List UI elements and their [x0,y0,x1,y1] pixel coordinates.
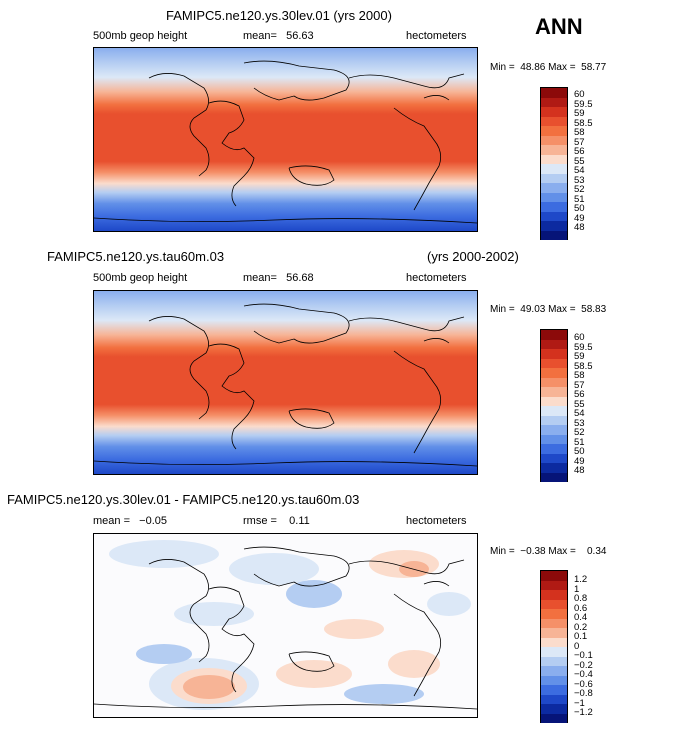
colorbar-tick: 58.5 [574,360,593,372]
panel-3-colorbar [540,570,568,723]
panel-1-units: hectometers [406,30,467,42]
colorbar-tick: −0.2 [574,659,593,671]
panel-2-field [94,291,477,474]
colorbar-tick: −1 [574,697,585,709]
panel-2-title: FAMIPC5.ne120.ys.tau60m.03 [47,249,225,264]
colorbar-tick: 58 [574,370,585,381]
colorbar-tick: 56 [574,389,585,400]
panel-2-units: hectometers [406,272,467,284]
colorbar-tick: 50 [574,203,585,214]
colorbar-tick: 52 [574,184,585,195]
colorbar-tick: 0.4 [574,612,588,623]
colorbar-tick: 54 [574,165,585,176]
panel-3-title: FAMIPC5.ne120.ys.30lev.01 - FAMIPC5.ne12… [7,492,360,507]
colorbar-tick: 1.2 [574,574,588,585]
colorbar-tick: 58 [574,127,585,138]
colorbar-tick: 49 [574,212,585,224]
colorbar-tick: 57 [574,379,585,391]
colorbar-tick: −0.8 [574,688,593,699]
panel-1-colorbar [540,87,568,240]
panel-2-colorbar [540,329,568,482]
season-label: ANN [535,14,583,39]
panel-1-title: FAMIPC5.ne120.ys.30lev.01 (yrs 2000) [166,8,392,23]
colorbar-tick: 0.1 [574,631,588,642]
panel-3-units: hectometers [406,515,467,527]
colorbar-tick: 0.2 [574,621,588,633]
colorbar-tick: 50 [574,446,585,457]
panel-2-map-svg [94,291,477,474]
colorbar-tick: 49 [574,455,585,467]
panel-2-minmax: Min = 49.03 Max = 58.83 [490,304,607,315]
panel-2-variable: 500mb geop height [93,272,188,284]
colorbar-tick: 59.5 [574,98,593,110]
panel-1-coastlines [94,60,477,224]
panel-3-mean: mean = −0.05 [93,515,167,527]
colorbar-tick: 0.6 [574,602,588,614]
colorbar-tick: 51 [574,193,585,205]
colorbar-tick: 0 [574,640,580,652]
colorbar-tick: 58.5 [574,117,593,129]
colorbar-tick: 54 [574,408,585,419]
colorbar-tick: 53 [574,174,585,186]
panel-3-minmax: Min = −0.38 Max = 0.34 [490,546,607,557]
panel-2-years: (yrs 2000-2002) [427,249,519,264]
colorbar-tick: 48 [574,465,585,476]
panel-1-variable: 500mb geop height [93,30,188,42]
colorbar-tick: 60 [574,89,585,100]
colorbar-tick: 59.5 [574,341,593,353]
panel-1-field [94,48,477,231]
panel-2-mean: mean= 56.68 [243,272,314,284]
colorbar-tick: −0.1 [574,650,593,661]
panel-1-minmax: Min = 48.86 Max = 58.77 [490,62,607,73]
colorbar-tick: 59 [574,108,585,119]
colorbar-tick: 53 [574,417,585,429]
panel-1-colorbar-labels: 60 59.5 59 58.5 58 57 56 55 54 53 52 51 … [574,90,593,233]
panel-2-map [93,290,478,475]
colorbar-tick: 55 [574,398,585,410]
colorbar-tick: 0.8 [574,593,588,604]
panel-3-colorbar-labels: 1.2 1 0.8 0.6 0.4 0.2 0.1 0 −0.1 −0.2 −0… [574,575,593,718]
panel-1-map [93,47,478,232]
panel-3-map [93,533,478,718]
colorbar-tick: 51 [574,436,585,448]
colorbar-tick: −1.2 [574,707,593,718]
panel-3-coastlines [94,546,477,710]
colorbar-tick: 1 [574,583,580,595]
colorbar-tick: −0.6 [574,678,593,690]
panel-1-map-svg [94,48,477,231]
panel-3-rmse: rmse = 0.11 [243,515,310,527]
colorbar-tick: 55 [574,155,585,167]
panel-3-anomalies [109,540,471,710]
colorbar-tick: 52 [574,427,585,438]
colorbar-tick: 57 [574,136,585,148]
panel-2-coastlines [94,303,477,467]
colorbar-tick: −0.4 [574,669,593,680]
colorbar-tick: 56 [574,146,585,157]
colorbar-tick: 59 [574,351,585,362]
panel-2-colorbar-labels: 60 59.5 59 58.5 58 57 56 55 54 53 52 51 … [574,333,593,476]
colorbar-tick: 48 [574,222,585,233]
panel-1-mean: mean= 56.63 [243,30,314,42]
colorbar-tick: 60 [574,332,585,343]
panel-3-map-svg [94,534,477,717]
